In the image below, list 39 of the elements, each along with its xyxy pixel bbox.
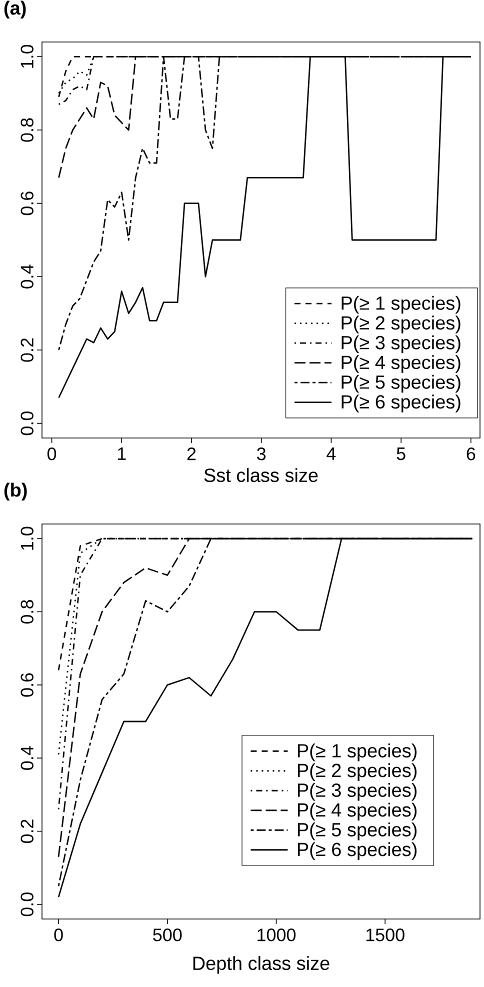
y-tick-label: 0.4 (20, 264, 34, 288)
legend-label: P(≥ 5 species) (298, 822, 417, 840)
legend-label: P(≥ 1 species) (342, 296, 460, 314)
y-tick-label: 0.6 (20, 673, 34, 697)
x-tick-label: 0 (54, 928, 63, 942)
y-tick-label: 0.4 (20, 746, 34, 770)
y-tick-label: 0.2 (20, 338, 34, 362)
legend-label: P(≥ 6 species) (342, 394, 460, 412)
legend-label: P(≥ 6 species) (298, 842, 417, 860)
legend-label: P(≥ 3 species) (298, 782, 417, 801)
x-tick-label: 4 (326, 448, 336, 460)
y-tick-label: 0.8 (20, 118, 34, 142)
y-tick-label: 0.6 (20, 192, 34, 216)
x-tick-label: 5 (396, 448, 406, 460)
y-tick-label: 0.0 (20, 892, 34, 916)
x-axis-title: Sst class size (204, 468, 318, 482)
legend-label: P(≥ 1 species) (298, 744, 417, 762)
legend-label: P(≥ 2 species) (342, 316, 460, 334)
legend-label: P(≥ 4 species) (342, 355, 460, 373)
y-tick-label: 0.2 (20, 820, 34, 844)
x-axis-title: Depth class size (193, 956, 330, 974)
legend-label: P(≥ 4 species) (298, 802, 417, 820)
legend-label: P(≥ 3 species) (342, 335, 460, 354)
legend-label: P(≥ 2 species) (298, 763, 417, 781)
legend-label: P(≥ 5 species) (342, 374, 460, 393)
x-tick-label: 2 (187, 448, 196, 460)
y-tick-label: 1.0 (20, 44, 34, 68)
x-tick-label: 1 (118, 448, 126, 460)
x-tick-label: 500 (153, 928, 182, 942)
chart-title: (a) (4, 0, 26, 18)
x-tick-label: 1000 (258, 928, 296, 942)
y-tick-label: 1.0 (20, 526, 34, 550)
y-tick-label: 0.8 (20, 600, 34, 624)
x-tick-label: 0 (47, 448, 56, 460)
x-tick-label: 3 (257, 448, 266, 460)
x-tick-label: 1500 (366, 928, 404, 942)
y-tick-label: 0.0 (20, 412, 34, 436)
chart-title: (b) (4, 482, 27, 500)
x-tick-label: 6 (466, 448, 476, 460)
